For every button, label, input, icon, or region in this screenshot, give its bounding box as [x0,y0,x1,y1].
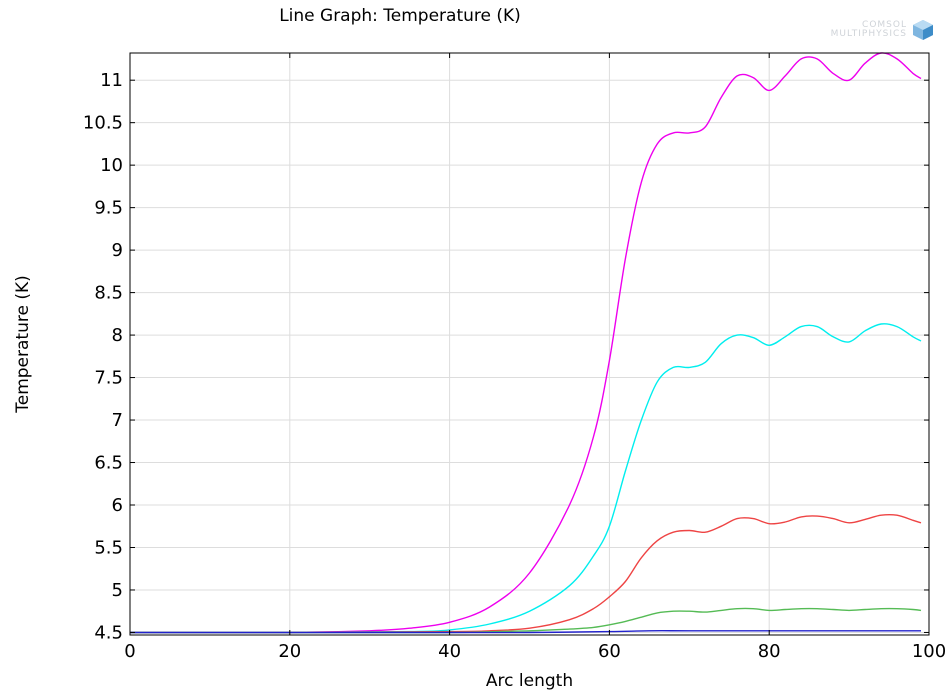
y-tick-label: 10.5 [83,113,123,134]
x-tick-label: 60 [598,641,621,662]
y-tick-label: 7.5 [94,368,123,389]
y-tick-label: 9 [112,240,123,261]
y-tick-label: 11 [100,70,123,91]
comsol-logo: COMSOL MULTIPHYSICS [795,8,945,48]
logo-text-line1: COMSOL [862,20,907,30]
x-tick-label: 80 [758,641,781,662]
series-line-2 [129,323,922,634]
y-tick-label: 6.5 [94,453,123,474]
x-tick-label: 20 [278,641,301,662]
y-tick-label: 8.5 [94,283,123,304]
y-tick-label: 5.5 [94,537,123,558]
y-tick-label: 9.5 [94,198,123,219]
y-tick-label: 10 [100,155,123,176]
y-tick-label: 7 [112,410,123,431]
y-axis-label: Temperature (K) [13,275,33,414]
cube-icon [913,20,933,40]
x-tick-label: 0 [124,641,135,662]
y-tick-label: 5 [112,580,123,601]
plot-frame [129,52,930,636]
chart-title: Line Graph: Temperature (K) [279,6,521,26]
series-line-4 [130,607,922,634]
logo-text-line2: MULTIPHYSICS [830,29,907,39]
y-tick-label: 8 [112,325,123,346]
x-tick-label: 100 [912,641,946,662]
x-axis-label: Arc length [486,671,573,691]
y-tick-label: 6 [112,495,123,516]
x-tick-label: 40 [438,641,461,662]
series-line-3 [129,513,922,634]
y-tick-label: 4.5 [94,622,123,643]
series-line-1 [129,52,922,634]
